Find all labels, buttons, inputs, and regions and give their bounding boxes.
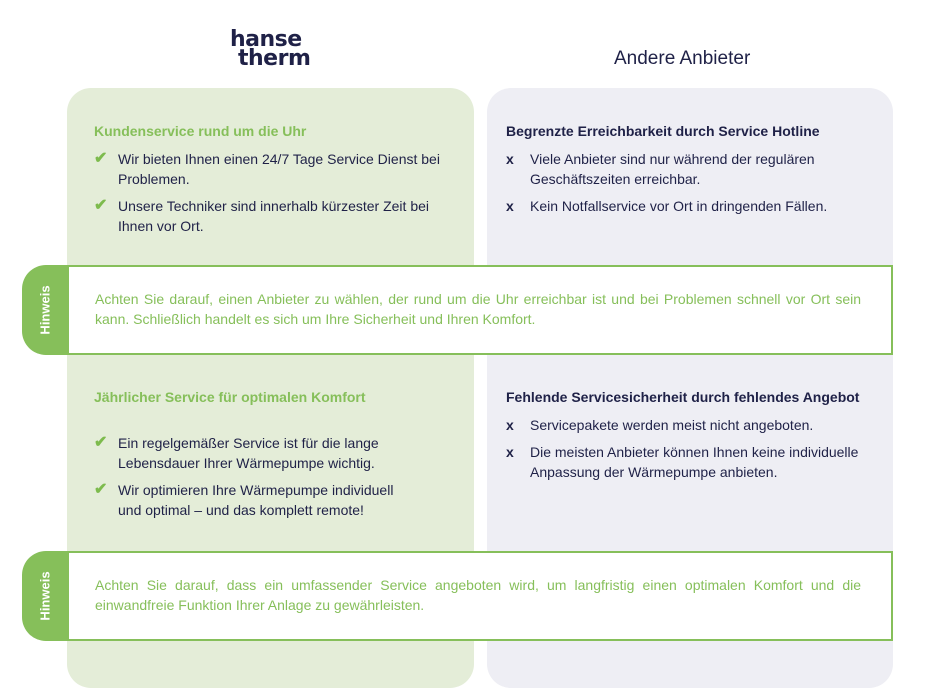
item-text: Wir bieten Ihnen einen 24/7 Tage Service… bbox=[118, 151, 440, 187]
item-text: Ein regelgemäßer Service ist für die lan… bbox=[118, 435, 379, 471]
hint-label: Hinweis bbox=[37, 571, 52, 621]
section-annual-service: Jährlicher Service für optimalen Komfort… bbox=[94, 388, 414, 527]
section-title: Jährlicher Service für optimalen Komfort bbox=[94, 389, 366, 405]
hint-body: Achten Sie darauf, einen Anbieter zu wäh… bbox=[67, 265, 893, 355]
logo-line-2: therm bbox=[238, 46, 311, 71]
cross-icon: x bbox=[506, 151, 514, 167]
list-item: ✔ Unsere Techniker sind innerhalb kürzest… bbox=[94, 196, 454, 236]
cross-icon: x bbox=[506, 444, 514, 460]
check-icon: ✔ bbox=[94, 197, 108, 214]
item-text: Kein Notfallservice vor Ort in dringende… bbox=[530, 198, 828, 214]
section-missing-service: Fehlende Servicesicherheit durch fehlend… bbox=[506, 388, 866, 489]
section-limited-reachability: Begrenzte Erreichbarkeit durch Service H… bbox=[506, 122, 876, 223]
logo-line-1: hanse bbox=[230, 27, 302, 52]
item-text: Die meisten Anbieter können Ihnen keine … bbox=[530, 444, 859, 480]
hint-box: Hinweis Achten Sie darauf, einen Anbiete… bbox=[22, 265, 893, 355]
list-item: x Viele Anbieter sind nur während der reg… bbox=[506, 149, 876, 189]
hint-text: Achten Sie darauf, einen Anbieter zu wäh… bbox=[95, 291, 861, 327]
check-icon: ✔ bbox=[94, 150, 108, 167]
hint-tab: Hinweis bbox=[22, 265, 67, 355]
list-item: ✔ Ein regelgemäßer Service ist für die la… bbox=[94, 433, 414, 473]
check-icon: ✔ bbox=[94, 481, 108, 498]
hint-tab: Hinweis bbox=[22, 551, 67, 641]
item-text: Wir optimieren Ihre Wärmepumpe individue… bbox=[118, 482, 394, 518]
check-icon: ✔ bbox=[94, 434, 108, 451]
section-title: Begrenzte Erreichbarkeit durch Service H… bbox=[506, 123, 820, 139]
hint-body: Achten Sie darauf, dass ein umfassender … bbox=[67, 551, 893, 641]
cross-icon: x bbox=[506, 198, 514, 214]
hint-label: Hinweis bbox=[37, 285, 52, 335]
section-title: Kundenservice rund um die Uhr bbox=[94, 123, 307, 139]
list-item: x Kein Notfallservice vor Ort in dringend… bbox=[506, 196, 876, 216]
list-item: x Die meisten Anbieter können Ihnen keine… bbox=[506, 442, 866, 482]
other-providers-title: Andere Anbieter bbox=[614, 48, 751, 69]
hansetherm-logo: hanse therm bbox=[230, 27, 311, 71]
item-text: Unsere Techniker sind innerhalb kürzeste… bbox=[118, 198, 430, 234]
list-item: x Servicepakete werden meist nicht angebo… bbox=[506, 415, 866, 435]
cross-icon: x bbox=[506, 417, 514, 433]
item-text: Servicepakete werden meist nicht angebot… bbox=[530, 417, 814, 433]
hint-box: Hinweis Achten Sie darauf, dass ein umfa… bbox=[22, 551, 893, 641]
list-item: ✔ Wir optimieren Ihre Wärmepumpe individu… bbox=[94, 480, 414, 520]
list-item: ✔ Wir bieten Ihnen einen 24/7 Tage Servic… bbox=[94, 149, 454, 189]
hint-text: Achten Sie darauf, dass ein umfassender … bbox=[95, 577, 861, 613]
section-title: Fehlende Servicesicherheit durch fehlend… bbox=[506, 389, 860, 405]
section-customer-service: Kundenservice rund um die Uhr ✔ Wir biete… bbox=[94, 122, 454, 243]
item-text: Viele Anbieter sind nur während der regu… bbox=[530, 151, 815, 187]
